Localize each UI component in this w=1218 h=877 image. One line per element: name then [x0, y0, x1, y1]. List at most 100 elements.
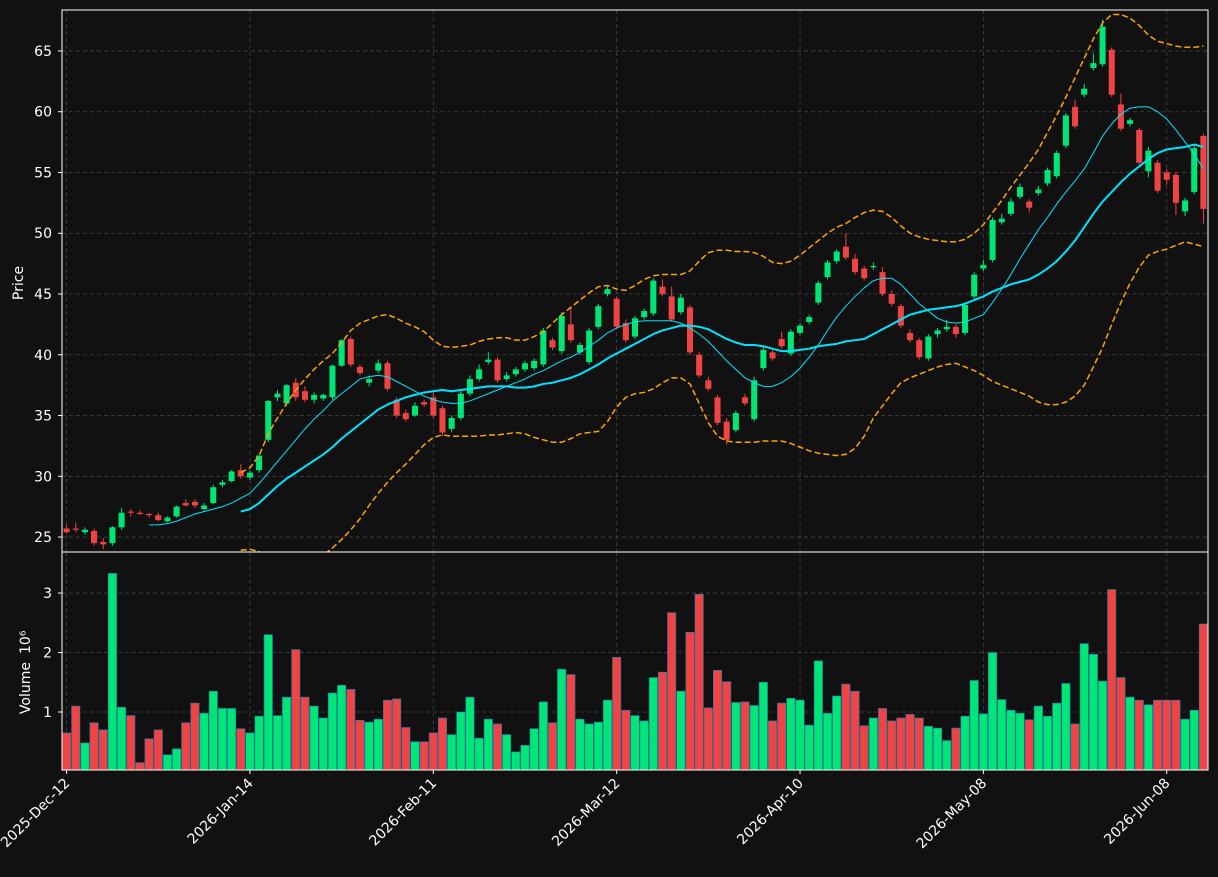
- candle-body: [146, 513, 153, 516]
- volume-tick-label: 3: [43, 586, 52, 602]
- overlay-line: [240, 143, 1204, 513]
- volume-bar: [905, 714, 915, 770]
- candle-body: [1007, 201, 1014, 214]
- volume-bar: [62, 732, 72, 770]
- volume-bar: [236, 728, 246, 770]
- volume-bar: [80, 742, 90, 770]
- candle-body: [63, 528, 70, 533]
- candle-body: [943, 326, 950, 330]
- volume-bar: [758, 681, 768, 770]
- grid-layer: [62, 10, 1208, 770]
- candle-body: [201, 505, 208, 510]
- candle-body: [448, 417, 455, 429]
- candle-body: [897, 306, 904, 326]
- candle-body: [842, 246, 849, 258]
- candle-body: [237, 470, 244, 477]
- volume-bar: [648, 677, 658, 770]
- candle-body: [540, 330, 547, 365]
- volume-bar: [346, 689, 356, 770]
- candle-body: [925, 336, 932, 359]
- volume-bar: [172, 748, 182, 770]
- candle-body: [576, 345, 584, 353]
- volume-bar: [107, 573, 117, 770]
- candle-body: [567, 324, 574, 341]
- volume-bar: [364, 721, 374, 770]
- candle-body: [164, 517, 171, 522]
- candle-body: [430, 397, 437, 416]
- candle-body: [1127, 120, 1134, 124]
- candle-body: [723, 421, 730, 440]
- candle-body: [91, 530, 98, 544]
- candle-body: [595, 306, 602, 327]
- volume-tick-label: 2: [43, 646, 52, 662]
- candle-body: [1072, 106, 1079, 127]
- candle-body: [421, 402, 428, 405]
- candle-body: [659, 286, 666, 295]
- candle-body: [622, 323, 629, 341]
- volume-bar: [749, 705, 759, 770]
- volume-bar: [410, 741, 420, 770]
- volume-bar: [988, 652, 998, 770]
- candle-body: [384, 363, 391, 389]
- candle-body: [402, 413, 409, 420]
- volume-bar: [1125, 696, 1135, 770]
- candle-body: [476, 369, 483, 380]
- volume-bar: [813, 660, 823, 770]
- volume-bar: [1052, 702, 1062, 770]
- candle-body: [806, 317, 813, 322]
- volume-bar: [768, 720, 778, 770]
- volume-bar: [392, 698, 402, 770]
- volume-bar: [914, 717, 924, 770]
- candle-body: [136, 512, 143, 514]
- y-tick-label: 50: [34, 226, 52, 242]
- volume-bar: [419, 741, 429, 770]
- volume-offset-label: 10⁶: [18, 630, 34, 654]
- volume-bar: [795, 699, 805, 770]
- volume-bar: [667, 612, 677, 770]
- y-tick-label: 30: [34, 469, 52, 485]
- candle-body: [760, 349, 767, 369]
- candle-body: [1026, 201, 1033, 208]
- volume-bar: [1033, 705, 1043, 770]
- volume-layer: [62, 573, 1208, 770]
- candle-body: [668, 296, 675, 320]
- volume-bar: [1116, 677, 1126, 770]
- volume-bar: [566, 674, 576, 770]
- volume-bar: [997, 699, 1007, 770]
- volume-bar: [126, 715, 136, 770]
- candle-body: [320, 394, 327, 399]
- volume-bar: [483, 718, 493, 770]
- volume-bar: [1134, 699, 1144, 770]
- volume-bar: [456, 711, 466, 770]
- candle-body: [155, 515, 162, 521]
- volume-bar: [740, 701, 750, 770]
- overlay-layer: [149, 13, 1204, 552]
- volume-bar: [401, 727, 411, 770]
- candle-body: [815, 283, 822, 303]
- volume-bar: [575, 718, 585, 770]
- volume-bar: [337, 684, 347, 770]
- volume-bar: [318, 717, 328, 770]
- y-tick-label: 55: [34, 165, 52, 181]
- candle-body: [631, 318, 639, 337]
- candle-body: [411, 405, 418, 416]
- candle-body: [1182, 200, 1189, 212]
- candle-body: [283, 385, 290, 404]
- candle-body: [210, 487, 217, 504]
- volume-bar: [135, 762, 145, 770]
- volume-bar: [1006, 709, 1016, 770]
- price-layer: [63, 19, 1207, 550]
- candle-body: [769, 352, 776, 359]
- candle-body: [109, 527, 116, 544]
- volume-bar: [447, 734, 457, 770]
- volume-bar: [621, 709, 631, 770]
- candle-body: [219, 482, 226, 485]
- candle-body: [274, 393, 281, 398]
- volume-bar: [465, 696, 475, 770]
- candle-body: [1099, 26, 1106, 65]
- volume-bar: [474, 737, 484, 770]
- volume-bar: [868, 717, 878, 770]
- volume-bar: [850, 690, 860, 770]
- candle-body: [1090, 63, 1097, 68]
- candle-body: [604, 289, 611, 295]
